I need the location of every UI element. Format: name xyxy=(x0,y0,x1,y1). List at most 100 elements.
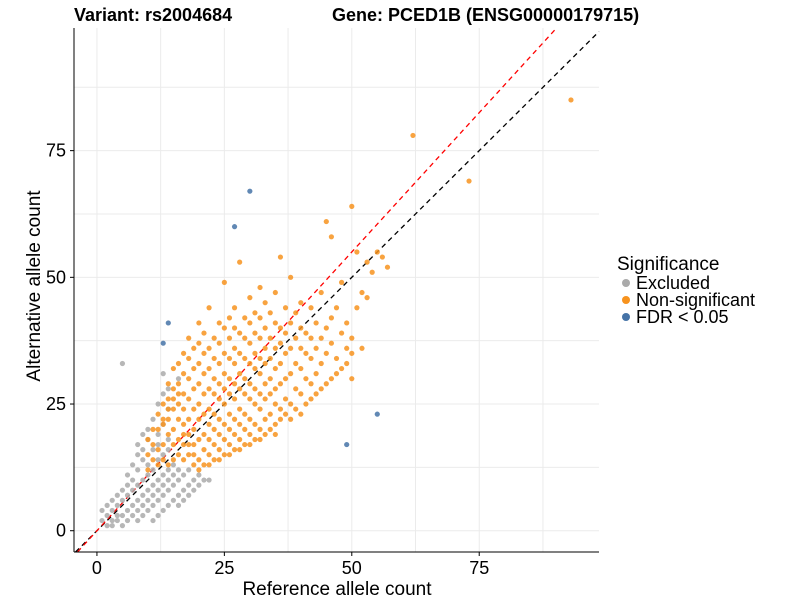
point-non-significant xyxy=(242,411,248,417)
point-non-significant xyxy=(237,447,243,453)
point-non-significant xyxy=(206,406,212,412)
point-fdr-0-05 xyxy=(344,441,350,448)
point-non-significant xyxy=(231,345,238,351)
point-non-significant xyxy=(196,401,202,407)
point-non-significant xyxy=(231,305,238,311)
x-tick-label: 75 xyxy=(469,558,489,578)
point-non-significant xyxy=(318,289,324,296)
point-non-significant xyxy=(267,391,273,397)
point-non-significant xyxy=(216,431,222,438)
point-non-significant xyxy=(298,345,304,351)
point-excluded xyxy=(145,497,151,503)
point-fdr-0-05 xyxy=(160,340,166,346)
point-excluded xyxy=(170,472,176,478)
point-excluded xyxy=(140,431,146,438)
point-non-significant xyxy=(247,320,253,326)
point-non-significant xyxy=(242,376,248,382)
point-non-significant xyxy=(221,386,227,392)
point-non-significant xyxy=(247,416,253,422)
point-non-significant xyxy=(293,360,299,367)
point-non-significant xyxy=(267,411,273,417)
point-non-significant xyxy=(155,426,161,432)
point-non-significant xyxy=(242,441,248,448)
point-excluded xyxy=(186,492,192,498)
point-non-significant xyxy=(272,365,278,372)
point-non-significant xyxy=(155,462,161,468)
point-non-significant xyxy=(349,376,355,382)
point-non-significant xyxy=(242,355,248,362)
point-non-significant xyxy=(288,320,294,326)
point-excluded xyxy=(124,492,131,498)
point-non-significant xyxy=(288,345,294,351)
point-non-significant xyxy=(191,386,197,392)
point-non-significant xyxy=(349,350,355,356)
point-non-significant xyxy=(288,371,294,377)
point-non-significant xyxy=(180,431,187,438)
point-non-significant xyxy=(252,436,258,443)
point-non-significant xyxy=(206,305,212,311)
legend-swatch-fdr xyxy=(622,313,630,321)
point-excluded xyxy=(114,492,120,498)
point-non-significant xyxy=(165,431,171,438)
point-excluded xyxy=(135,441,141,448)
point-excluded xyxy=(124,482,131,488)
point-non-significant xyxy=(175,436,182,443)
point-fdr-0-05 xyxy=(231,224,238,230)
point-non-significant xyxy=(206,452,212,458)
point-excluded xyxy=(191,477,197,483)
point-non-significant xyxy=(170,365,176,372)
y-tick-label: 25 xyxy=(46,394,66,414)
point-non-significant xyxy=(206,386,212,392)
point-non-significant xyxy=(231,325,238,331)
point-non-significant xyxy=(175,401,182,407)
point-non-significant xyxy=(237,386,243,392)
point-non-significant xyxy=(344,320,350,326)
point-non-significant xyxy=(165,396,171,402)
point-non-significant xyxy=(410,132,416,139)
point-excluded xyxy=(165,467,171,473)
point-non-significant xyxy=(211,457,217,463)
point-excluded xyxy=(145,487,151,493)
point-non-significant xyxy=(175,416,182,422)
point-excluded xyxy=(135,452,141,458)
chart-title-gene: Gene: PCED1B (ENSG00000179715) xyxy=(332,5,639,25)
point-non-significant xyxy=(221,436,227,443)
point-non-significant xyxy=(226,426,233,432)
point-non-significant xyxy=(323,381,329,387)
point-non-significant xyxy=(237,259,243,265)
point-non-significant xyxy=(237,421,243,427)
point-non-significant xyxy=(262,396,268,402)
point-non-significant xyxy=(186,416,192,422)
point-excluded xyxy=(175,467,182,473)
point-non-significant xyxy=(226,441,233,448)
point-non-significant xyxy=(359,289,365,296)
point-excluded xyxy=(135,497,141,503)
x-tick-label: 25 xyxy=(214,558,234,578)
point-excluded xyxy=(140,447,146,453)
point-non-significant xyxy=(226,452,233,458)
point-non-significant xyxy=(160,457,166,463)
point-non-significant xyxy=(252,330,258,336)
point-non-significant xyxy=(333,371,340,377)
point-non-significant xyxy=(267,376,273,382)
point-excluded xyxy=(145,507,151,514)
point-excluded xyxy=(145,426,151,432)
point-non-significant xyxy=(308,335,314,341)
point-non-significant xyxy=(231,360,238,367)
y-tick-label: 50 xyxy=(46,267,66,287)
point-excluded xyxy=(135,467,141,473)
legend-label-fdr: FDR < 0.05 xyxy=(636,307,729,327)
point-excluded xyxy=(119,497,126,503)
point-excluded xyxy=(160,452,166,458)
point-excluded xyxy=(175,477,182,483)
x-tick-label: 50 xyxy=(342,558,362,578)
point-non-significant xyxy=(359,345,365,351)
point-non-significant xyxy=(338,365,345,372)
point-non-significant xyxy=(349,203,355,209)
point-non-significant xyxy=(150,457,156,463)
point-non-significant xyxy=(196,340,202,346)
point-non-significant xyxy=(231,416,238,422)
point-non-significant xyxy=(308,355,314,362)
point-non-significant xyxy=(338,330,345,336)
point-non-significant xyxy=(206,436,212,443)
